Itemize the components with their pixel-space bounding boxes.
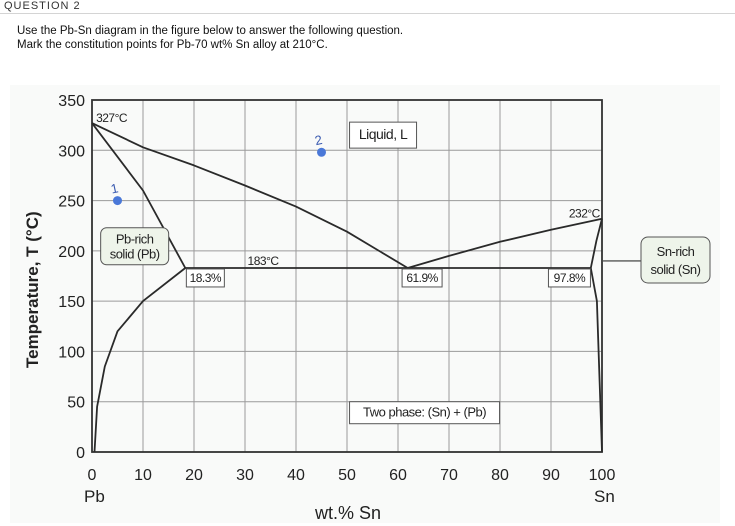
pb-rich-label-line1: Pb-rich xyxy=(116,232,154,247)
phase-labels: 327°C 183°C 232°C 18.3% 61.9% 97.8% Liquid, L T… xyxy=(96,111,711,425)
solvus-left xyxy=(93,267,186,453)
instruction-line-1: Use the Pb-Sn diagram in the figure belo… xyxy=(17,25,404,37)
pb-rich-solid-box xyxy=(100,227,170,266)
x-tick-60: 60 xyxy=(389,467,407,484)
y-tick-50: 50 xyxy=(67,395,85,412)
x-tick-20: 20 xyxy=(185,467,203,484)
eutectic-composition-label: 61.9% xyxy=(406,271,438,285)
grid-lines xyxy=(92,100,602,452)
constitution-point-1 xyxy=(113,196,122,206)
x-tick-0: 0 xyxy=(88,467,97,484)
sn-solubility-label: 97.8% xyxy=(554,271,586,285)
pb-rich-label-line2: solid (Pb) xyxy=(110,247,160,262)
liquid-region-label: Liquid, L xyxy=(359,126,408,142)
y-tick-150: 150 xyxy=(58,294,85,311)
x-tick-10: 10 xyxy=(134,467,152,484)
x-tick-40: 40 xyxy=(287,467,305,484)
pb-solubility-label: 18.3% xyxy=(190,271,222,285)
top-divider xyxy=(0,13,735,14)
pb-melting-point-label: 327°C xyxy=(96,111,128,125)
liquidus-right xyxy=(407,217,603,269)
phase-curves xyxy=(91,122,603,453)
y-tick-200: 200 xyxy=(58,244,85,261)
two-phase-region-label: Two phase: (Sn) + (Pb) xyxy=(363,405,486,420)
x-tick-70: 70 xyxy=(440,467,458,484)
solidus-left xyxy=(91,122,187,269)
plot-frame xyxy=(91,99,603,453)
x-tick-90: 90 xyxy=(542,467,560,484)
y-tick-250: 250 xyxy=(58,194,85,211)
x-tick-30: 30 xyxy=(236,467,254,484)
solvus-right xyxy=(589,267,603,453)
x-tick-80: 80 xyxy=(491,467,509,484)
sn-rich-label-line1: Sn-rich xyxy=(657,244,695,259)
eutectic-composition-label-box xyxy=(401,268,443,288)
constitution-points: 12 xyxy=(109,132,326,206)
liquidus-left xyxy=(91,122,409,269)
x-tick-100: 100 xyxy=(589,467,616,484)
y-tick-300: 300 xyxy=(58,143,85,160)
two-phase-region-label-box xyxy=(349,401,501,425)
sn-solubility-label-box xyxy=(547,268,591,288)
constitution-point-2 xyxy=(317,147,326,157)
liquid-region-label-box xyxy=(349,121,418,149)
y-tick-350: 350 xyxy=(58,93,85,110)
constitution-point-label-2: 2 xyxy=(313,132,323,148)
sn-rich-label-line2: solid (Sn) xyxy=(651,262,701,277)
y-tick-100: 100 xyxy=(58,344,85,361)
instruction-line-2: Mark the constitution points for Pb-70 w… xyxy=(17,39,328,51)
y-tick-0: 0 xyxy=(76,445,85,462)
pb-solubility-label-box xyxy=(185,268,225,288)
y-axis-title: Temperature, T (°C) xyxy=(23,211,42,368)
constitution-point-label-1: 1 xyxy=(109,180,119,196)
x-axis-title: wt.% Sn xyxy=(314,503,381,523)
eutectic-temperature-label: 183°C xyxy=(248,254,280,268)
sn-rich-solid-box xyxy=(640,236,711,284)
axis-ticks: 0 10 20 30 40 50 60 70 80 90 100 0 50 100 150 200 250 300… xyxy=(58,93,615,484)
question-label: QUESTION 2 xyxy=(4,0,81,12)
solidus-right xyxy=(589,218,603,269)
x-end-label-sn: Sn xyxy=(594,487,615,506)
x-end-label-pb: Pb xyxy=(84,487,105,506)
x-tick-50: 50 xyxy=(338,467,356,484)
sn-melting-point-label: 232°C xyxy=(569,207,601,221)
